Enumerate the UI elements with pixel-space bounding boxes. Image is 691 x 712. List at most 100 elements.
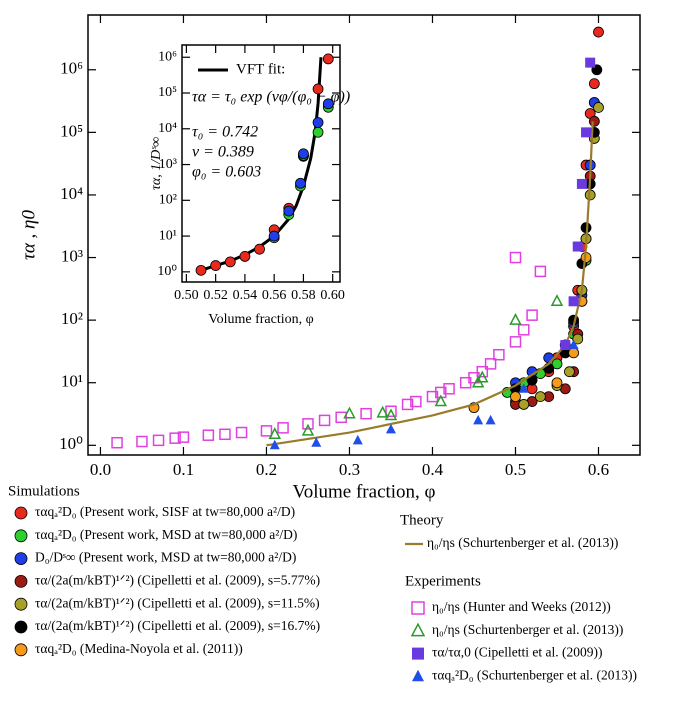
point (534, 265, 547, 278)
x-tick-label: 0.58 (291, 288, 316, 303)
legend-label: τα/τα,0 (Cipelletti et al. (2009)) (432, 645, 602, 660)
point (111, 436, 123, 449)
point (352, 434, 363, 445)
point (476, 365, 489, 378)
fit-line (266, 121, 594, 447)
point (426, 390, 439, 403)
legend-marker (410, 622, 426, 637)
x-tick-label: 0.4 (422, 460, 444, 479)
point (385, 423, 396, 434)
point (551, 377, 563, 389)
legend-marker (14, 552, 28, 565)
legend-marker (14, 597, 28, 611)
point (593, 102, 604, 113)
legend-label: ταqₐ²D₀ (Medina-Noyola et al. (2011)) (35, 641, 243, 656)
point (219, 428, 231, 441)
point (588, 78, 600, 90)
y-axis-label: τα , η0 (18, 210, 39, 260)
y-tick-label: 10³ (61, 246, 83, 265)
point (295, 177, 306, 189)
point (509, 336, 522, 348)
point (268, 230, 280, 242)
point (318, 414, 331, 427)
point (568, 296, 579, 307)
point (551, 358, 563, 370)
legend-label: τα/(2a(m/kBT)¹ᐟ²) (Cipelletti et al. (20… (35, 595, 320, 610)
x-tick-label: 0.52 (203, 288, 228, 303)
legend-label: η₀/ηs (Schurtenberger et al. (2013)) (432, 622, 623, 637)
point (283, 205, 295, 217)
annotation: τα = τ₀ exp (νφ/(φ₀ − φ)) (192, 89, 350, 106)
point (493, 348, 505, 361)
point (298, 148, 309, 160)
point (518, 383, 529, 393)
point (384, 408, 398, 421)
point (322, 53, 334, 65)
point (169, 432, 181, 444)
legend-marker (14, 620, 28, 634)
annotation: τ₀ = 0.742 (192, 124, 258, 141)
point (509, 251, 522, 264)
point (312, 117, 324, 128)
legend-marker (14, 575, 28, 588)
legend-title: Simulations (8, 483, 80, 499)
y-tick-label: 10¹ (159, 228, 177, 243)
point (518, 399, 530, 410)
point (581, 127, 592, 138)
legend-marker (14, 506, 28, 520)
legend-title: Theory (400, 512, 444, 528)
point (239, 251, 251, 262)
point (560, 340, 571, 351)
point (312, 83, 324, 95)
point (136, 435, 148, 448)
point (510, 391, 521, 403)
point (152, 434, 165, 447)
legend-marker (411, 601, 425, 615)
point (564, 366, 575, 378)
legend-label: ταqₐ²D₀ (Present work, SISF at tw=80,000… (35, 504, 295, 519)
y-tick-label: 10¹ (61, 372, 83, 391)
x-tick-label: 0.0 (90, 460, 111, 479)
point (485, 414, 496, 425)
point (202, 429, 215, 441)
point (277, 422, 289, 434)
legend-marker (412, 669, 424, 682)
point (576, 178, 587, 189)
point (588, 115, 600, 127)
legend-label: VFT fit: (236, 61, 285, 77)
y-tick-label: 10² (61, 309, 83, 328)
point (322, 98, 334, 110)
point (235, 426, 248, 439)
x-tick-label: 0.54 (233, 288, 258, 303)
point (534, 391, 546, 403)
y-tick-label: 10⁰ (157, 264, 177, 279)
y-tick-label: 10³ (159, 157, 177, 172)
point (312, 126, 324, 138)
x-tick-label: 0.60 (320, 288, 345, 303)
x-tick-label: 0.2 (256, 460, 277, 479)
point (434, 394, 448, 407)
legend-title: Experiments (405, 573, 481, 589)
legend-label: D₀/Dˢ∞ (Present work, MSD at tw=80,000 a… (35, 550, 296, 565)
x-tick-label: 0.56 (262, 288, 287, 303)
y-tick-label: 10² (159, 193, 177, 208)
point (177, 431, 190, 443)
x-tick-label: 0.6 (588, 460, 609, 479)
point (343, 406, 356, 419)
point (195, 264, 207, 276)
y-tick-label: 10⁴ (158, 121, 177, 136)
annotation: ν = 0.389 (192, 144, 254, 161)
point (526, 309, 538, 321)
x-tick-label: 0.50 (174, 288, 199, 303)
point (401, 398, 414, 411)
point (484, 358, 497, 370)
legend-marker (14, 643, 28, 657)
legend-label: ταqₐ²D₀ (Schurtenberger et al. (2013)) (432, 667, 637, 682)
legend-label: η₀/ηs (Hunter and Weeks (2012)) (432, 599, 611, 614)
point (210, 260, 222, 271)
x-tick-label: 0.1 (173, 460, 194, 479)
legend-label: τα/(2a(m/kBT)¹ᐟ²) (Cipelletti et al. (20… (35, 572, 320, 587)
plot-area (181, 44, 341, 283)
y-tick-label: 10⁶ (158, 49, 177, 64)
